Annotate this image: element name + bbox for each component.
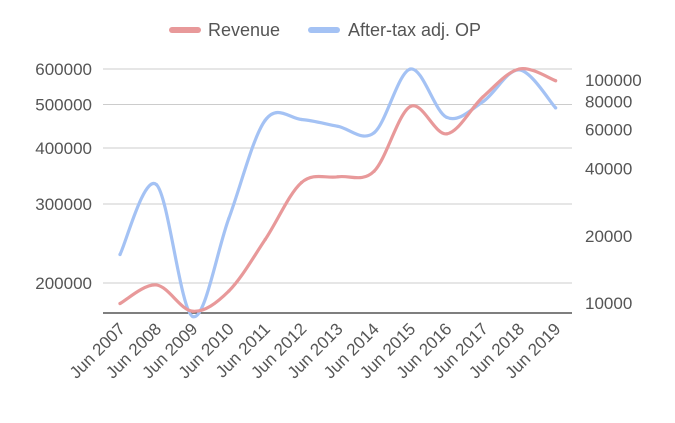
data-point-revenue [154, 283, 158, 287]
data-point-revenue [445, 132, 449, 136]
grid-layer [103, 68, 572, 314]
data-point-revenue [481, 95, 485, 99]
data-point-after-tax-adj-op [299, 117, 304, 122]
data-point-revenue [517, 67, 521, 71]
data-point-revenue [191, 309, 195, 313]
data-point-revenue [227, 289, 231, 293]
data-point-after-tax-adj-op [554, 106, 558, 110]
left-tick-label: 500000 [35, 96, 92, 115]
series-layer [118, 67, 558, 319]
data-point-after-tax-adj-op [336, 124, 340, 128]
right-tick-label: 10000 [585, 294, 632, 313]
left-tick-label: 600000 [35, 60, 92, 79]
right-tick-label: 100000 [585, 71, 642, 90]
data-point-revenue [336, 175, 340, 179]
legend: Revenue After-tax adj. OP [169, 20, 481, 40]
legend-label: Revenue [208, 20, 280, 40]
data-point-revenue [118, 301, 122, 306]
data-point-after-tax-adj-op [445, 115, 449, 119]
legend-item: Revenue [169, 20, 280, 40]
series-line-after-tax-adj-op [118, 67, 558, 319]
data-point-revenue [263, 237, 267, 242]
right-tick-label: 80000 [585, 93, 632, 112]
data-point-after-tax-adj-op [191, 314, 195, 319]
left-tick-label: 200000 [35, 274, 92, 293]
right-tick-label: 20000 [585, 227, 632, 246]
legend-label: After-tax adj. OP [348, 20, 481, 40]
data-point-revenue [554, 79, 558, 83]
data-point-after-tax-adj-op [154, 182, 158, 187]
data-point-after-tax-adj-op [481, 100, 485, 104]
data-point-after-tax-adj-op [263, 118, 267, 122]
data-point-revenue [408, 104, 412, 109]
legend-item: After-tax adj. OP [308, 20, 481, 40]
right-tick-label: 40000 [585, 160, 632, 179]
data-point-after-tax-adj-op [372, 131, 376, 135]
series-line-revenue [118, 67, 558, 313]
data-point-after-tax-adj-op [408, 67, 412, 71]
data-point-revenue [372, 169, 376, 173]
axis-layer: 200000 300000 400000 500000 600000 10000 20000… [35, 60, 641, 382]
data-point-after-tax-adj-op [227, 216, 231, 220]
left-tick-label: 400000 [35, 139, 92, 158]
right-tick-label: 60000 [585, 120, 632, 139]
data-point-revenue [299, 180, 304, 185]
left-tick-label: 300000 [35, 195, 92, 214]
data-point-after-tax-adj-op [118, 252, 122, 257]
